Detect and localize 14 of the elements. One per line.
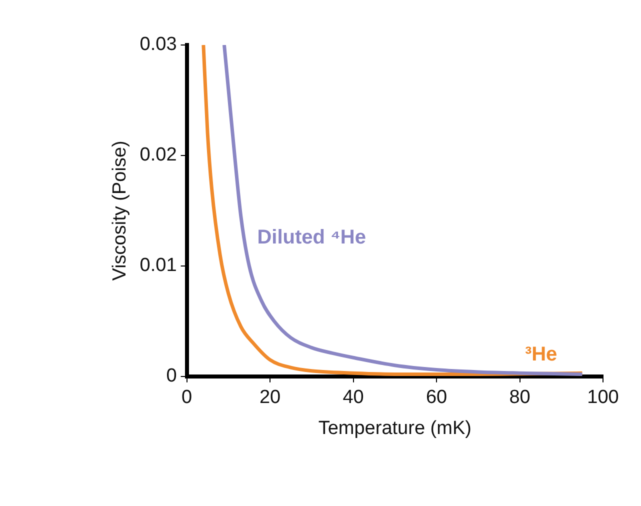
y-tick-label: 0.02 <box>140 144 177 166</box>
x-tick-label: 80 <box>509 387 530 408</box>
x-axis-title: Temperature (mK) <box>318 418 472 439</box>
series-label: ³He <box>524 344 558 366</box>
x-tick-label: 20 <box>259 387 281 408</box>
x-tick-label: 60 <box>426 387 448 408</box>
y-axis-title: Viscosity (Poise) <box>110 140 131 281</box>
series-label: Diluted ⁴He <box>257 226 366 248</box>
y-tick-label: 0.03 <box>140 34 177 56</box>
x-tick-label: 40 <box>342 387 364 408</box>
y-tick-label: 0 <box>166 366 177 387</box>
x-tick-label: 0 <box>181 387 192 408</box>
y-tick-label: 0.01 <box>140 255 177 276</box>
x-tick-label: 100 <box>587 387 619 408</box>
